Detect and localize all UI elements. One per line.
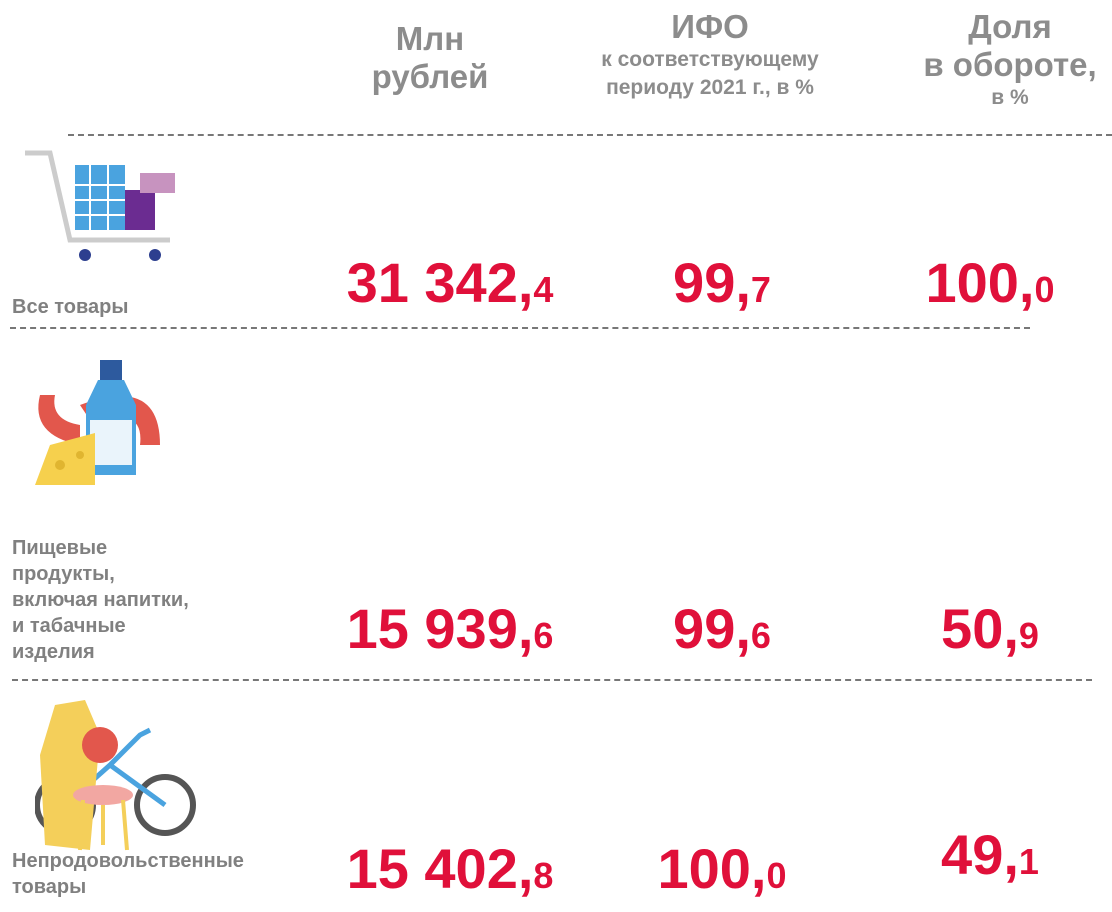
value-whole: 99,: [673, 251, 751, 314]
column-subtitle: в %: [900, 84, 1112, 112]
value: 50,9: [840, 596, 1112, 661]
value-whole: 100,: [925, 251, 1034, 314]
column-subtitle: к соответствующему: [540, 46, 880, 74]
row-label-line: включая напитки,: [12, 587, 189, 613]
divider: [68, 134, 1112, 136]
row-label-line: Все товары: [12, 294, 128, 320]
value-fraction: 6: [751, 615, 771, 656]
value-fraction: 9: [1019, 615, 1039, 656]
value-fraction: 1: [1019, 841, 1039, 882]
value: 100,0: [840, 250, 1112, 315]
row-label-line: продукты,: [12, 561, 189, 587]
value-fraction: 8: [533, 855, 553, 896]
value-fraction: 7: [751, 269, 771, 310]
food-icon: [20, 355, 170, 495]
value: 31 342,4: [300, 250, 600, 315]
column-title: рублей: [330, 58, 530, 96]
column-title: Млн: [330, 20, 530, 58]
row-label-line: Пищевые: [12, 535, 189, 561]
value: 15 402,8: [300, 836, 600, 901]
value: 15 939,6: [300, 596, 600, 661]
value-fraction: 0: [1034, 269, 1054, 310]
row-label-line: товары: [12, 874, 244, 900]
column-title: Доля: [900, 8, 1112, 46]
value-whole: 100,: [657, 837, 766, 900]
value-whole: 50,: [941, 597, 1019, 660]
value: 99,7: [572, 250, 872, 315]
row-label-line: Непродовольственные: [12, 848, 244, 874]
column-title: в обороте,: [900, 46, 1112, 84]
value-fraction: 4: [533, 269, 553, 310]
value-whole: 49,: [941, 823, 1019, 886]
value-fraction: 6: [533, 615, 553, 656]
cart-icon: [20, 145, 200, 270]
value: 99,6: [572, 596, 872, 661]
column-title: ИФО: [540, 8, 880, 46]
value-whole: 15 402,: [347, 837, 534, 900]
divider: [10, 327, 1030, 329]
value-whole: 99,: [673, 597, 751, 660]
row-label-line: изделия: [12, 639, 189, 665]
value-fraction: 0: [766, 855, 786, 896]
row-label: Все товары: [12, 294, 128, 320]
value-whole: 15 939,: [347, 597, 534, 660]
row-label-line: и табачные: [12, 613, 189, 639]
divider: [12, 679, 1092, 681]
value: 49,1: [840, 822, 1112, 887]
value-whole: 31 342,: [347, 251, 534, 314]
nonfood-icon: [35, 695, 200, 860]
value: 100,0: [572, 836, 872, 901]
page: (() => { const data = JSON.parse(documen…: [0, 0, 1112, 912]
column-subtitle: периоду 2021 г., в %: [540, 74, 880, 102]
